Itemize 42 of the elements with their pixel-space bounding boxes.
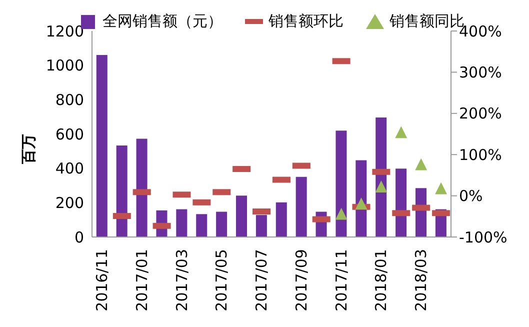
y2-tick-label: 300%: [459, 64, 502, 82]
point: [355, 197, 368, 210]
y-axis-title: 百万: [19, 134, 38, 165]
bar: [256, 215, 267, 237]
y2-tick-label: 0%: [459, 187, 483, 206]
bar: [96, 55, 108, 237]
y2-tick-label: -100%: [459, 228, 508, 246]
point: [415, 158, 428, 170]
x-tick-label: 2017/09: [292, 249, 310, 312]
y-tick-label: 400: [55, 160, 84, 178]
x-tick-label: 2017/07: [252, 249, 271, 312]
y-tick-label: 800: [55, 90, 84, 109]
y-tick-label: 1000: [46, 56, 84, 75]
x-tick-label: 2016/11: [92, 249, 111, 312]
x-tick-label: 2017/11: [332, 249, 350, 312]
point: [395, 126, 408, 138]
x-tick-label: 2018/01: [372, 249, 390, 312]
point: [335, 208, 348, 220]
bar: [336, 130, 347, 237]
x-tick-label: 2017/01: [132, 249, 151, 312]
x-tick-label: 2017/03: [172, 249, 191, 312]
x-tick-label: 2017/05: [212, 249, 231, 312]
bar: [196, 214, 208, 237]
bar: [276, 202, 287, 237]
x-tick-label: 2018/03: [412, 249, 430, 312]
y-tick-label: 600: [55, 125, 84, 144]
bar: [396, 168, 407, 237]
y-tick-label: 200: [55, 194, 84, 212]
y-tick-label: 1200: [46, 22, 84, 40]
bar: [216, 212, 228, 237]
bar: [236, 196, 247, 237]
y2-tick-label: 100%: [459, 146, 502, 164]
legend-label: 全网销售额（元）: [102, 12, 222, 31]
bar: [136, 138, 148, 237]
y2-tick-label: 200%: [459, 104, 502, 123]
bar: [296, 176, 307, 237]
y-tick-label: 0: [74, 228, 84, 246]
point: [375, 180, 388, 193]
bar: [116, 146, 128, 237]
point: [435, 182, 448, 194]
bar: [176, 209, 188, 237]
legend-label: 销售额环比: [268, 12, 344, 31]
